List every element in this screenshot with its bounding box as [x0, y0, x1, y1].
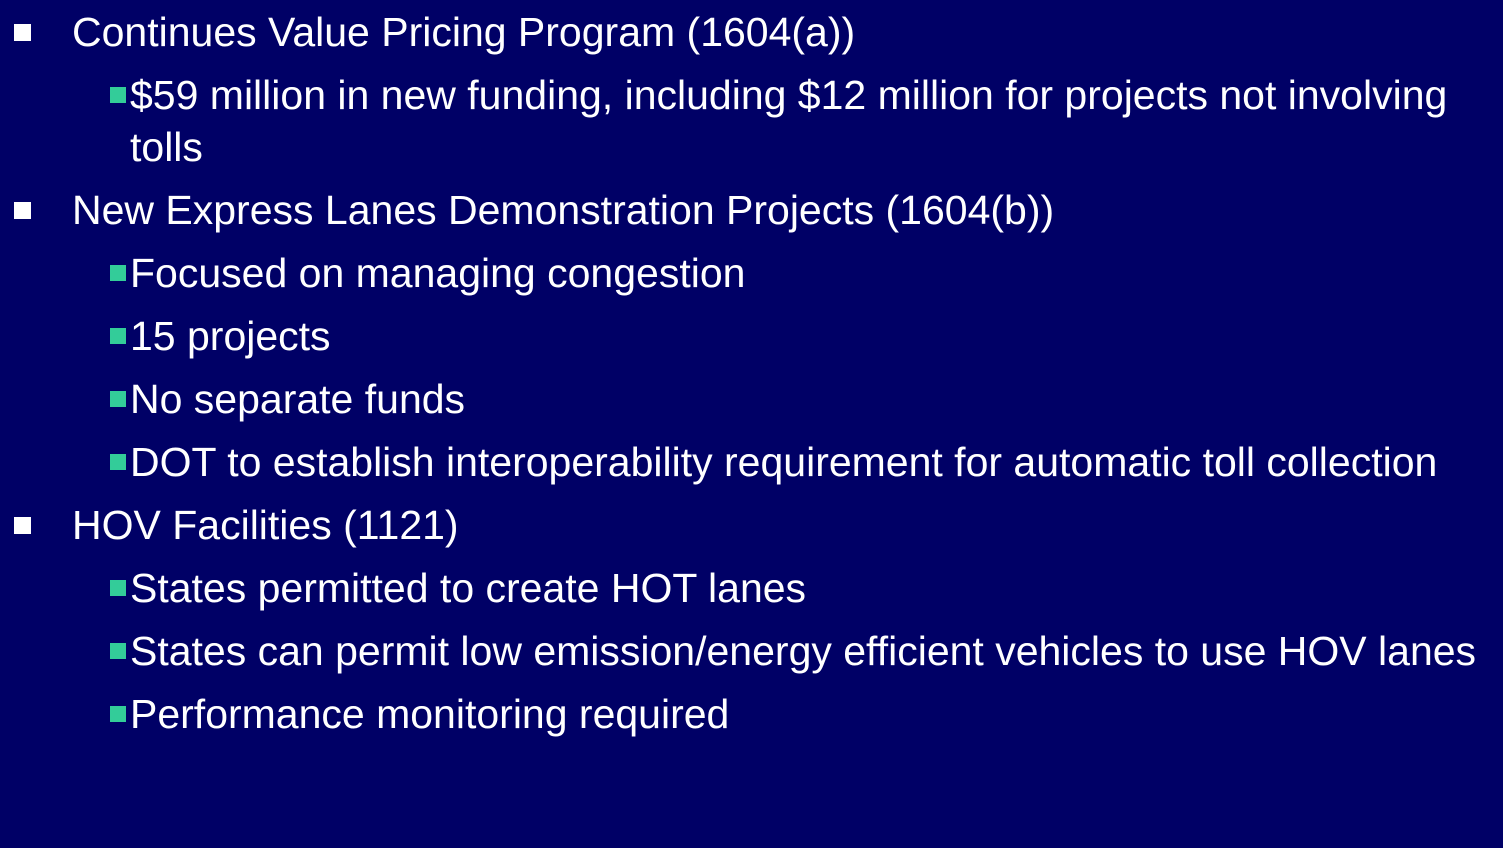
sub-bullet-item: Performance monitoring required: [0, 688, 1503, 740]
bullet-item: HOV Facilities (1121): [0, 499, 1503, 551]
bullet-text: Performance monitoring required: [130, 691, 730, 737]
sub-bullet-item: No separate funds: [0, 373, 1503, 425]
bullet-text: HOV Facilities (1121): [72, 502, 459, 548]
bullet-text: States permitted to create HOT lanes: [130, 565, 807, 611]
bullet-text: New Express Lanes Demonstration Projects…: [72, 187, 1055, 233]
bullet: [110, 391, 126, 407]
bullet: [110, 580, 126, 596]
bullet: [110, 706, 126, 722]
bullet: [110, 643, 126, 659]
bullet: [14, 517, 31, 534]
bullet: [110, 87, 126, 103]
bullet-text: States can permit low emission/energy ef…: [130, 628, 1477, 674]
bullet: [14, 202, 31, 219]
bullet-text: 15 projects: [130, 313, 331, 359]
sub-bullet-item: States can permit low emission/energy ef…: [0, 625, 1503, 677]
sub-bullet-item: Focused on managing congestion: [0, 247, 1503, 299]
bullet-item: Continues Value Pricing Program (1604(a)…: [0, 6, 1503, 58]
bullet: [110, 328, 126, 344]
bullet-text: Continues Value Pricing Program (1604(a)…: [72, 9, 856, 55]
bullet-text: Focused on managing congestion: [130, 250, 746, 296]
bullet: [110, 265, 126, 281]
bullet-text: No separate funds: [130, 376, 466, 422]
bullet: [110, 454, 126, 470]
bullet: [14, 24, 31, 41]
sub-bullet-item: $59 million in new funding, including $1…: [0, 69, 1503, 173]
sub-bullet-item: States permitted to create HOT lanes: [0, 562, 1503, 614]
bullet-text: DOT to establish interoperability requir…: [130, 439, 1438, 485]
bullet-item: New Express Lanes Demonstration Projects…: [0, 184, 1503, 236]
sub-bullet-item: 15 projects: [0, 310, 1503, 362]
sub-bullet-item: DOT to establish interoperability requir…: [0, 436, 1503, 488]
bullet-text: $59 million in new funding, including $1…: [130, 72, 1448, 170]
